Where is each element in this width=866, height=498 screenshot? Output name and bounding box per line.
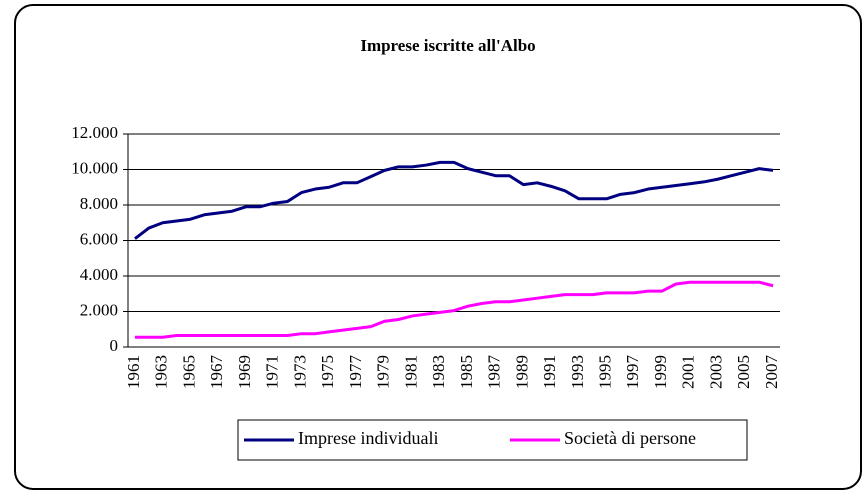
x-tick-label: 2001 xyxy=(679,355,698,389)
x-tick-label: 1981 xyxy=(401,355,420,389)
x-tick-label: 1989 xyxy=(512,355,531,389)
chart-title: Imprese iscritte all'Albo xyxy=(360,36,535,55)
x-tick-label: 2005 xyxy=(734,355,753,389)
x-tick-label: 1975 xyxy=(318,355,337,389)
legend-box xyxy=(237,419,748,461)
y-tick-label: 4.000 xyxy=(80,265,118,284)
y-tick-label: 12.000 xyxy=(71,123,118,142)
y-tick-label: 6.000 xyxy=(80,229,118,248)
x-tick-label: 1983 xyxy=(429,355,448,389)
x-tick-label: 1969 xyxy=(235,355,254,389)
x-tick-label: 1997 xyxy=(623,355,642,390)
x-tick-label: 2007 xyxy=(762,355,781,390)
x-tick-label: 1965 xyxy=(179,355,198,389)
x-tick-label: 1977 xyxy=(346,355,365,390)
x-tick-label: 1985 xyxy=(457,355,476,389)
series-line xyxy=(134,280,774,339)
x-tick-label: 1963 xyxy=(152,355,171,389)
y-tick-label: 2.000 xyxy=(80,300,118,319)
x-tick-label: 1973 xyxy=(290,355,309,389)
x-tick-label: 2003 xyxy=(706,355,725,389)
x-tick-label: 1971 xyxy=(263,355,282,389)
legend-label: Imprese individuali xyxy=(298,428,438,448)
y-tick-label: 0 xyxy=(110,336,119,355)
x-tick-label: 1979 xyxy=(374,355,393,389)
y-tick-label: 10.000 xyxy=(71,158,118,177)
x-tick-label: 1967 xyxy=(207,355,226,390)
x-tick-label: 1991 xyxy=(540,355,559,389)
chart-frame xyxy=(14,4,862,490)
legend-label: Società di persone xyxy=(564,428,696,448)
x-tick-label: 1995 xyxy=(596,355,615,389)
x-tick-label: 1987 xyxy=(485,355,504,390)
x-tick-label: 1993 xyxy=(568,355,587,389)
x-tick-label: 1999 xyxy=(651,355,670,389)
y-tick-label: 8.000 xyxy=(80,194,118,213)
series-line xyxy=(134,160,774,240)
x-tick-label: 1961 xyxy=(124,355,143,389)
